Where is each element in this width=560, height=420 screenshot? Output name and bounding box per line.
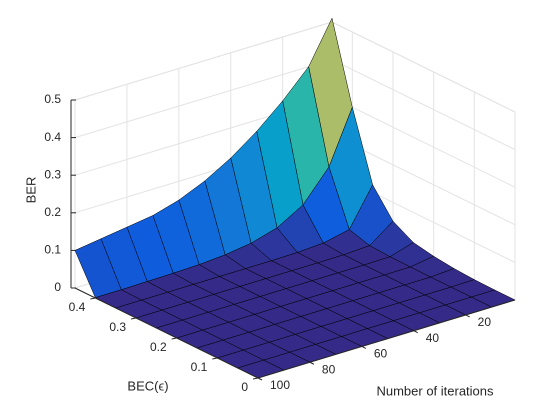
- y-tick: [465, 314, 470, 318]
- surface: [74, 17, 516, 379]
- y-tick-label: 100: [270, 378, 290, 392]
- grid-line: [331, 21, 516, 113]
- y-tick: [413, 330, 418, 334]
- x-axis-label: BEC(ϵ): [127, 378, 168, 393]
- y-tick-label: 20: [478, 315, 492, 329]
- x-tick: [212, 357, 218, 360]
- axes: 0 0.1 0.2 0.3 0.4 0.5 0 0.1 0.2 0.3 0.4 20 40 60 80 100: [44, 92, 516, 394]
- z-tick-label: 0.1: [44, 243, 61, 257]
- x-tick-label: 0: [241, 380, 248, 394]
- y-axis-line: [257, 299, 516, 379]
- y-tick-label: 40: [426, 331, 440, 345]
- x-tick: [130, 317, 137, 320]
- z-tick-label: 0.4: [44, 130, 61, 144]
- z-tick-label: 0: [54, 280, 61, 294]
- x-tick: [90, 297, 96, 300]
- y-tick: [361, 346, 367, 349]
- x-tick-label: 0.2: [150, 340, 167, 354]
- y-axis-label: Number of iterations: [376, 383, 494, 398]
- grid-line: [74, 21, 333, 101]
- z-tick-label: 0.2: [44, 205, 61, 219]
- y-tick: [257, 377, 263, 381]
- grid-line: [331, 96, 516, 188]
- grid-line: [74, 59, 333, 139]
- x-tick-label: 0.1: [191, 360, 208, 374]
- x-tick: [171, 337, 177, 340]
- z-tick-label: 0.3: [44, 167, 61, 181]
- y-tick-label: 80: [322, 362, 336, 376]
- z-tick-label: 0.5: [44, 92, 61, 106]
- grid-line: [331, 59, 516, 151]
- x-tick: [252, 377, 259, 380]
- x-axis-line: [74, 287, 259, 379]
- y-tick: [309, 361, 315, 365]
- z-axis-label: BER: [23, 177, 38, 204]
- y-tick-label: 60: [374, 347, 388, 361]
- x-tick-label: 0.4: [69, 300, 86, 314]
- x-tick-label: 0.3: [109, 320, 126, 334]
